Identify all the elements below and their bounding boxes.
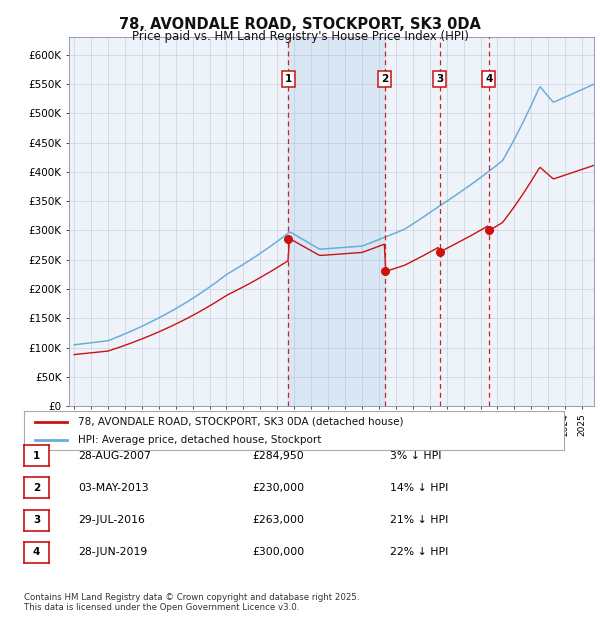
Text: £230,000: £230,000 bbox=[252, 483, 304, 493]
Text: 28-AUG-2007: 28-AUG-2007 bbox=[78, 451, 151, 461]
Text: HPI: Average price, detached house, Stockport: HPI: Average price, detached house, Stoc… bbox=[78, 435, 322, 445]
Text: 14% ↓ HPI: 14% ↓ HPI bbox=[390, 483, 448, 493]
Text: Contains HM Land Registry data © Crown copyright and database right 2025.
This d: Contains HM Land Registry data © Crown c… bbox=[24, 593, 359, 612]
Text: 3% ↓ HPI: 3% ↓ HPI bbox=[390, 451, 442, 461]
Text: 22% ↓ HPI: 22% ↓ HPI bbox=[390, 547, 448, 557]
Text: 2: 2 bbox=[33, 483, 40, 493]
Text: 2: 2 bbox=[381, 74, 388, 84]
Bar bbox=[289, 37, 385, 406]
Text: 1: 1 bbox=[285, 74, 292, 84]
Text: 4: 4 bbox=[485, 74, 493, 84]
Text: 29-JUL-2016: 29-JUL-2016 bbox=[78, 515, 145, 525]
Text: £284,950: £284,950 bbox=[252, 451, 304, 461]
Text: 28-JUN-2019: 28-JUN-2019 bbox=[78, 547, 147, 557]
Text: 3: 3 bbox=[436, 74, 443, 84]
Text: 78, AVONDALE ROAD, STOCKPORT, SK3 0DA (detached house): 78, AVONDALE ROAD, STOCKPORT, SK3 0DA (d… bbox=[78, 417, 404, 427]
Text: 78, AVONDALE ROAD, STOCKPORT, SK3 0DA: 78, AVONDALE ROAD, STOCKPORT, SK3 0DA bbox=[119, 17, 481, 32]
Text: 1: 1 bbox=[33, 451, 40, 461]
Text: £263,000: £263,000 bbox=[252, 515, 304, 525]
Text: £300,000: £300,000 bbox=[252, 547, 304, 557]
Text: 3: 3 bbox=[33, 515, 40, 525]
Text: Price paid vs. HM Land Registry's House Price Index (HPI): Price paid vs. HM Land Registry's House … bbox=[131, 30, 469, 43]
Text: 4: 4 bbox=[33, 547, 40, 557]
Text: 03-MAY-2013: 03-MAY-2013 bbox=[78, 483, 149, 493]
Text: 21% ↓ HPI: 21% ↓ HPI bbox=[390, 515, 448, 525]
